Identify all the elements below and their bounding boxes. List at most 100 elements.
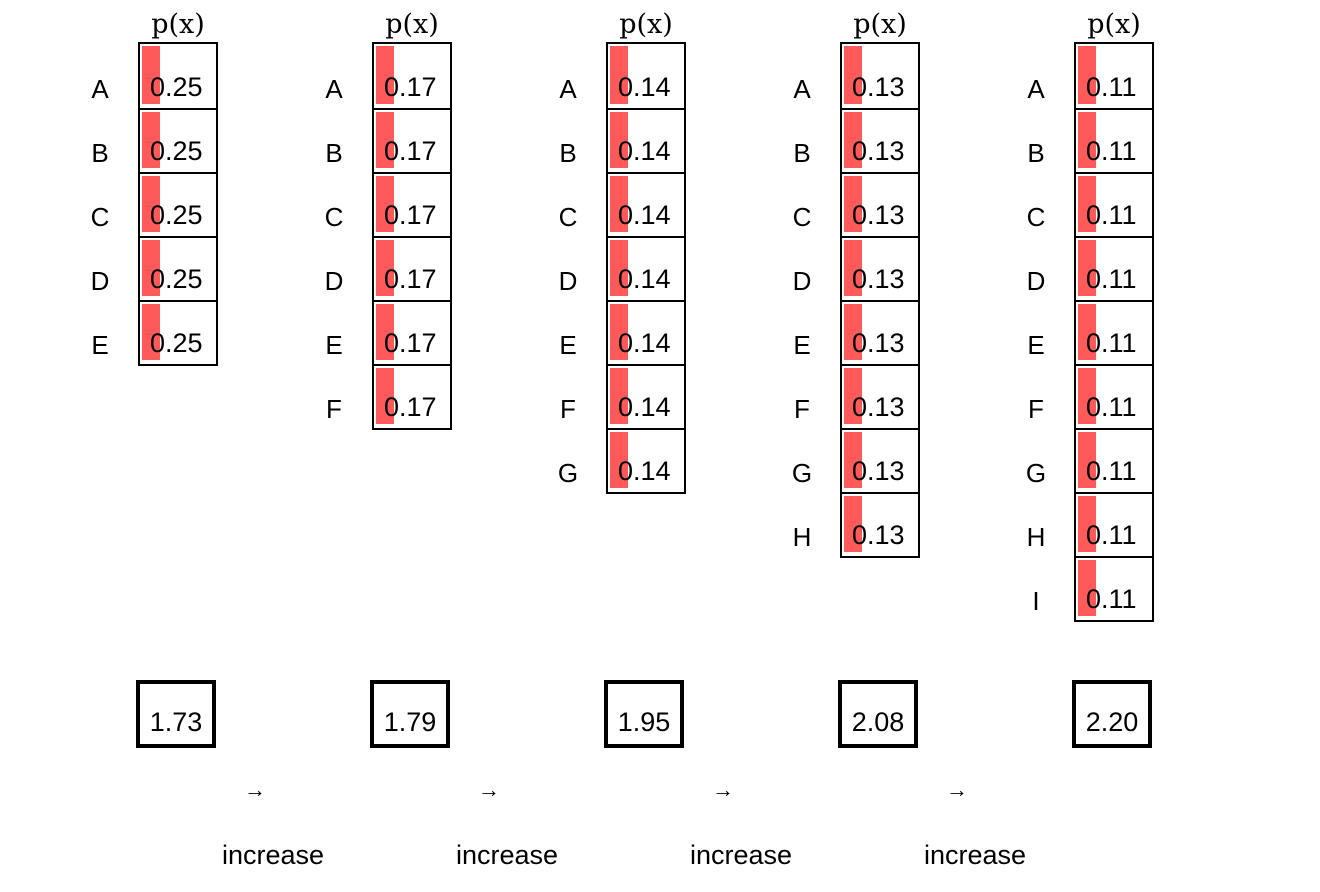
- probability-value: 0.13: [852, 200, 905, 230]
- probability-bar: [844, 176, 862, 232]
- probability-cell: 0.13: [842, 364, 918, 428]
- entropy-box: 1.79: [370, 680, 450, 748]
- outcome-label: A: [1027, 74, 1045, 104]
- probability-bar: [376, 368, 394, 424]
- outcome-label: H: [792, 522, 812, 552]
- outcome-label: D: [558, 266, 578, 296]
- outcome-label: B: [91, 138, 109, 168]
- probability-bar: [844, 112, 862, 168]
- probability-cell: 0.13: [842, 492, 918, 556]
- outcome-label: A: [793, 74, 811, 104]
- probability-bar: [376, 46, 394, 104]
- right-arrow-icon: →: [244, 777, 266, 802]
- probability-cell: 0.11: [1076, 44, 1152, 108]
- entropy-box: 2.08: [838, 680, 918, 748]
- outcome-label: B: [793, 138, 811, 168]
- outcome-label: G: [791, 458, 813, 488]
- entropy-box: 1.73: [136, 680, 216, 748]
- entropy-value: 1.95: [617, 707, 671, 737]
- distribution-header: p(x): [619, 9, 673, 40]
- probability-value: 0.17: [384, 136, 437, 166]
- outcome-label: F: [1028, 394, 1044, 424]
- probability-value: 0.14: [618, 264, 671, 294]
- probability-cell: 0.25: [140, 172, 216, 236]
- probability-value: 0.11: [1086, 456, 1137, 486]
- probability-cell: 0.14: [608, 172, 684, 236]
- outcome-label: E: [559, 330, 577, 360]
- probability-table: 0.13 0.13 0.13 0.13 0.13 0.13 0.13 0.13: [840, 42, 920, 558]
- probability-bar: [610, 432, 628, 488]
- probability-value: 0.14: [618, 136, 671, 166]
- probability-bar: [844, 368, 862, 424]
- probability-cell: 0.14: [608, 428, 684, 492]
- probability-bar: [610, 304, 628, 360]
- probability-value: 0.17: [384, 328, 437, 358]
- probability-bar: [1078, 496, 1096, 552]
- probability-cell: 0.25: [140, 300, 216, 364]
- right-arrow-icon: →: [946, 777, 968, 802]
- probability-value: 0.13: [852, 456, 905, 486]
- probability-value: 0.17: [384, 392, 437, 422]
- probability-value: 0.14: [618, 328, 671, 358]
- outcome-label: E: [1027, 330, 1045, 360]
- probability-value: 0.11: [1086, 328, 1137, 358]
- entropy-value: 2.08: [851, 707, 905, 737]
- probability-cell: 0.13: [842, 236, 918, 300]
- probability-bar: [844, 46, 862, 104]
- probability-bar: [610, 112, 628, 168]
- probability-cell: 0.11: [1076, 172, 1152, 236]
- outcome-label: E: [793, 330, 811, 360]
- probability-cell: 0.11: [1076, 300, 1152, 364]
- probability-bar: [610, 46, 628, 104]
- probability-value: 0.14: [618, 200, 671, 230]
- probability-bar: [142, 176, 160, 232]
- probability-bar: [610, 176, 628, 232]
- probability-cell: 0.25: [140, 44, 216, 108]
- probability-value: 0.25: [150, 264, 203, 294]
- right-arrow-icon: →: [712, 777, 734, 802]
- probability-bar: [844, 240, 862, 296]
- outcome-label: B: [325, 138, 343, 168]
- entropy-value: 2.20: [1085, 707, 1139, 737]
- entropy-box: 2.20: [1072, 680, 1152, 748]
- probability-cell: 0.17: [374, 300, 450, 364]
- probability-bar: [1078, 112, 1096, 168]
- probability-value: 0.14: [618, 456, 671, 486]
- outcome-label: B: [559, 138, 577, 168]
- probability-bar: [142, 46, 160, 104]
- outcome-label: D: [792, 266, 812, 296]
- probability-bar: [844, 496, 862, 552]
- probability-cell: 0.14: [608, 364, 684, 428]
- probability-cell: 0.11: [1076, 108, 1152, 172]
- probability-cell: 0.11: [1076, 364, 1152, 428]
- probability-cell: 0.13: [842, 172, 918, 236]
- probability-bar: [376, 112, 394, 168]
- probability-bar: [610, 368, 628, 424]
- outcome-label: D: [324, 266, 344, 296]
- probability-bar: [844, 304, 862, 360]
- outcome-label: E: [325, 330, 343, 360]
- probability-value: 0.25: [150, 200, 203, 230]
- probability-bar: [1078, 432, 1096, 488]
- increase-label: increase: [924, 840, 1027, 870]
- outcome-label: F: [794, 394, 810, 424]
- outcome-label: A: [559, 74, 577, 104]
- distribution-header: p(x): [385, 9, 439, 40]
- probability-bar: [1078, 240, 1096, 296]
- probability-bar: [1078, 560, 1096, 616]
- outcome-label: F: [560, 394, 576, 424]
- probability-cell: 0.14: [608, 300, 684, 364]
- probability-value: 0.14: [618, 72, 671, 102]
- probability-value: 0.11: [1086, 584, 1137, 614]
- probability-value: 0.11: [1086, 520, 1137, 550]
- probability-value: 0.11: [1086, 200, 1137, 230]
- probability-bar: [610, 240, 628, 296]
- probability-bar: [1078, 176, 1096, 232]
- probability-cell: 0.25: [140, 108, 216, 172]
- probability-cell: 0.17: [374, 172, 450, 236]
- probability-cell: 0.17: [374, 108, 450, 172]
- probability-cell: 0.13: [842, 300, 918, 364]
- right-arrow-icon: →: [478, 777, 500, 802]
- probability-cell: 0.11: [1076, 428, 1152, 492]
- probability-value: 0.25: [150, 328, 203, 358]
